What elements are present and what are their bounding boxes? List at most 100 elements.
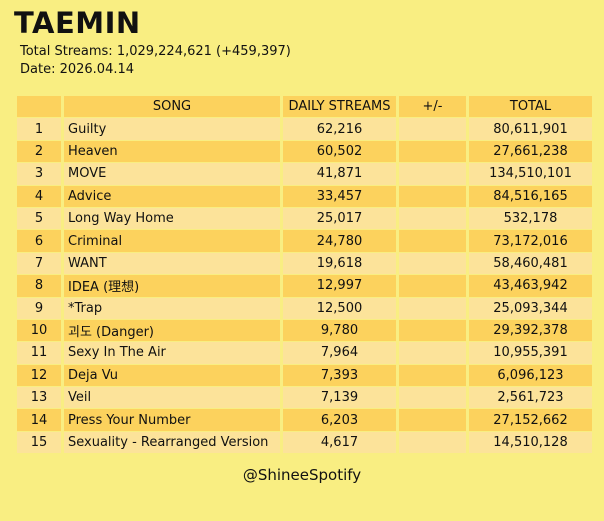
cell-daily-streams: 7,964 [283, 342, 396, 364]
cell-change [399, 118, 466, 140]
cell-change [399, 342, 466, 364]
cell-change [399, 319, 466, 342]
cell-daily-streams: 33,457 [283, 185, 396, 207]
cell-song: 괴도 (Danger) [64, 319, 280, 342]
cell-total: 29,392,378 [469, 319, 592, 342]
cell-rank: 2 [17, 140, 61, 163]
cell-daily-streams: 60,502 [283, 140, 396, 163]
cell-rank: 15 [17, 431, 61, 454]
cell-daily-streams: 4,617 [283, 431, 396, 454]
col-header-change: +/- [399, 96, 466, 118]
col-header-song: SONG [64, 96, 280, 118]
streams-table: SONG DAILY STREAMS +/- TOTAL 1 Guilty 62,2… [14, 95, 595, 454]
cell-total: 84,516,165 [469, 185, 592, 207]
cell-rank: 11 [17, 342, 61, 364]
table-row: 1 Guilty 62,216 80,611,901 [17, 118, 592, 140]
table-row: 6 Criminal 24,780 73,172,016 [17, 230, 592, 252]
cell-rank: 6 [17, 230, 61, 252]
table-row: 15 Sexuality - Rearranged Version 4,617 14,… [17, 431, 592, 454]
cell-song: WANT [64, 252, 280, 275]
cell-change [399, 431, 466, 454]
table-row: 9 *Trap 12,500 25,093,344 [17, 297, 592, 319]
total-streams: Total Streams: 1,029,224,621 (+459,397) [20, 44, 291, 59]
cell-song: Sexy In The Air [64, 342, 280, 364]
cell-song: Press Your Number [64, 409, 280, 431]
cell-daily-streams: 7,393 [283, 364, 396, 387]
col-header-total: TOTAL [469, 96, 592, 118]
cell-song: Long Way Home [64, 207, 280, 230]
cell-daily-streams: 12,500 [283, 297, 396, 319]
cell-change [399, 297, 466, 319]
cell-rank: 7 [17, 252, 61, 275]
cell-song: IDEA (理想) [64, 275, 280, 297]
cell-song: Heaven [64, 140, 280, 163]
cell-daily-streams: 6,203 [283, 409, 396, 431]
table-row: 13 Veil 7,139 2,561,723 [17, 387, 592, 409]
cell-total: 58,460,481 [469, 252, 592, 275]
cell-change [399, 252, 466, 275]
cell-change [399, 140, 466, 163]
cell-total: 6,096,123 [469, 364, 592, 387]
cell-total: 134,510,101 [469, 163, 592, 185]
cell-total: 43,463,942 [469, 275, 592, 297]
cell-total: 532,178 [469, 207, 592, 230]
cell-daily-streams: 7,139 [283, 387, 396, 409]
cell-song: *Trap [64, 297, 280, 319]
table-body: 1 Guilty 62,216 80,611,901 2 Heaven 60,502 27,6… [17, 118, 592, 454]
cell-total: 14,510,128 [469, 431, 592, 454]
cell-change [399, 387, 466, 409]
cell-rank: 9 [17, 297, 61, 319]
cell-total: 80,611,901 [469, 118, 592, 140]
credit-handle: @ShineeSpotify [242, 466, 362, 484]
cell-change [399, 230, 466, 252]
cell-song: Deja Vu [64, 364, 280, 387]
cell-daily-streams: 12,997 [283, 275, 396, 297]
cell-change [399, 364, 466, 387]
cell-rank: 10 [17, 319, 61, 342]
cell-song: Criminal [64, 230, 280, 252]
table-row: 8 IDEA (理想) 12,997 43,463,942 [17, 275, 592, 297]
table-row: 3 MOVE 41,871 134,510,101 [17, 163, 592, 185]
cell-rank: 12 [17, 364, 61, 387]
cell-rank: 13 [17, 387, 61, 409]
cell-change [399, 185, 466, 207]
table-row: 10 괴도 (Danger) 9,780 29,392,378 [17, 319, 592, 342]
col-header-rank [17, 96, 61, 118]
table-row: 2 Heaven 60,502 27,661,238 [17, 140, 592, 163]
table-row: 14 Press Your Number 6,203 27,152,662 [17, 409, 592, 431]
table-row: 4 Advice 33,457 84,516,165 [17, 185, 592, 207]
col-header-daily: DAILY STREAMS [283, 96, 396, 118]
cell-change [399, 207, 466, 230]
cell-change [399, 163, 466, 185]
cell-daily-streams: 24,780 [283, 230, 396, 252]
cell-daily-streams: 25,017 [283, 207, 396, 230]
cell-total: 10,955,391 [469, 342, 592, 364]
cell-total: 27,661,238 [469, 140, 592, 163]
cell-song: MOVE [64, 163, 280, 185]
table-row: 7 WANT 19,618 58,460,481 [17, 252, 592, 275]
cell-total: 73,172,016 [469, 230, 592, 252]
cell-song: Sexuality - Rearranged Version [64, 431, 280, 454]
cell-rank: 8 [17, 275, 61, 297]
date: Date: 2026.04.14 [20, 62, 135, 77]
cell-rank: 1 [17, 118, 61, 140]
cell-total: 2,561,723 [469, 387, 592, 409]
table-row: 11 Sexy In The Air 7,964 10,955,391 [17, 342, 592, 364]
cell-rank: 5 [17, 207, 61, 230]
cell-daily-streams: 62,216 [283, 118, 396, 140]
cell-rank: 3 [17, 163, 61, 185]
cell-total: 27,152,662 [469, 409, 592, 431]
artist-title: TAEMIN [14, 6, 141, 40]
cell-total: 25,093,344 [469, 297, 592, 319]
cell-daily-streams: 19,618 [283, 252, 396, 275]
cell-song: Guilty [64, 118, 280, 140]
cell-daily-streams: 9,780 [283, 319, 396, 342]
cell-song: Veil [64, 387, 280, 409]
table-row: 12 Deja Vu 7,393 6,096,123 [17, 364, 592, 387]
cell-rank: 4 [17, 185, 61, 207]
cell-change [399, 275, 466, 297]
cell-song: Advice [64, 185, 280, 207]
table-row: 5 Long Way Home 25,017 532,178 [17, 207, 592, 230]
table-header-row: SONG DAILY STREAMS +/- TOTAL [17, 96, 592, 118]
cell-rank: 14 [17, 409, 61, 431]
